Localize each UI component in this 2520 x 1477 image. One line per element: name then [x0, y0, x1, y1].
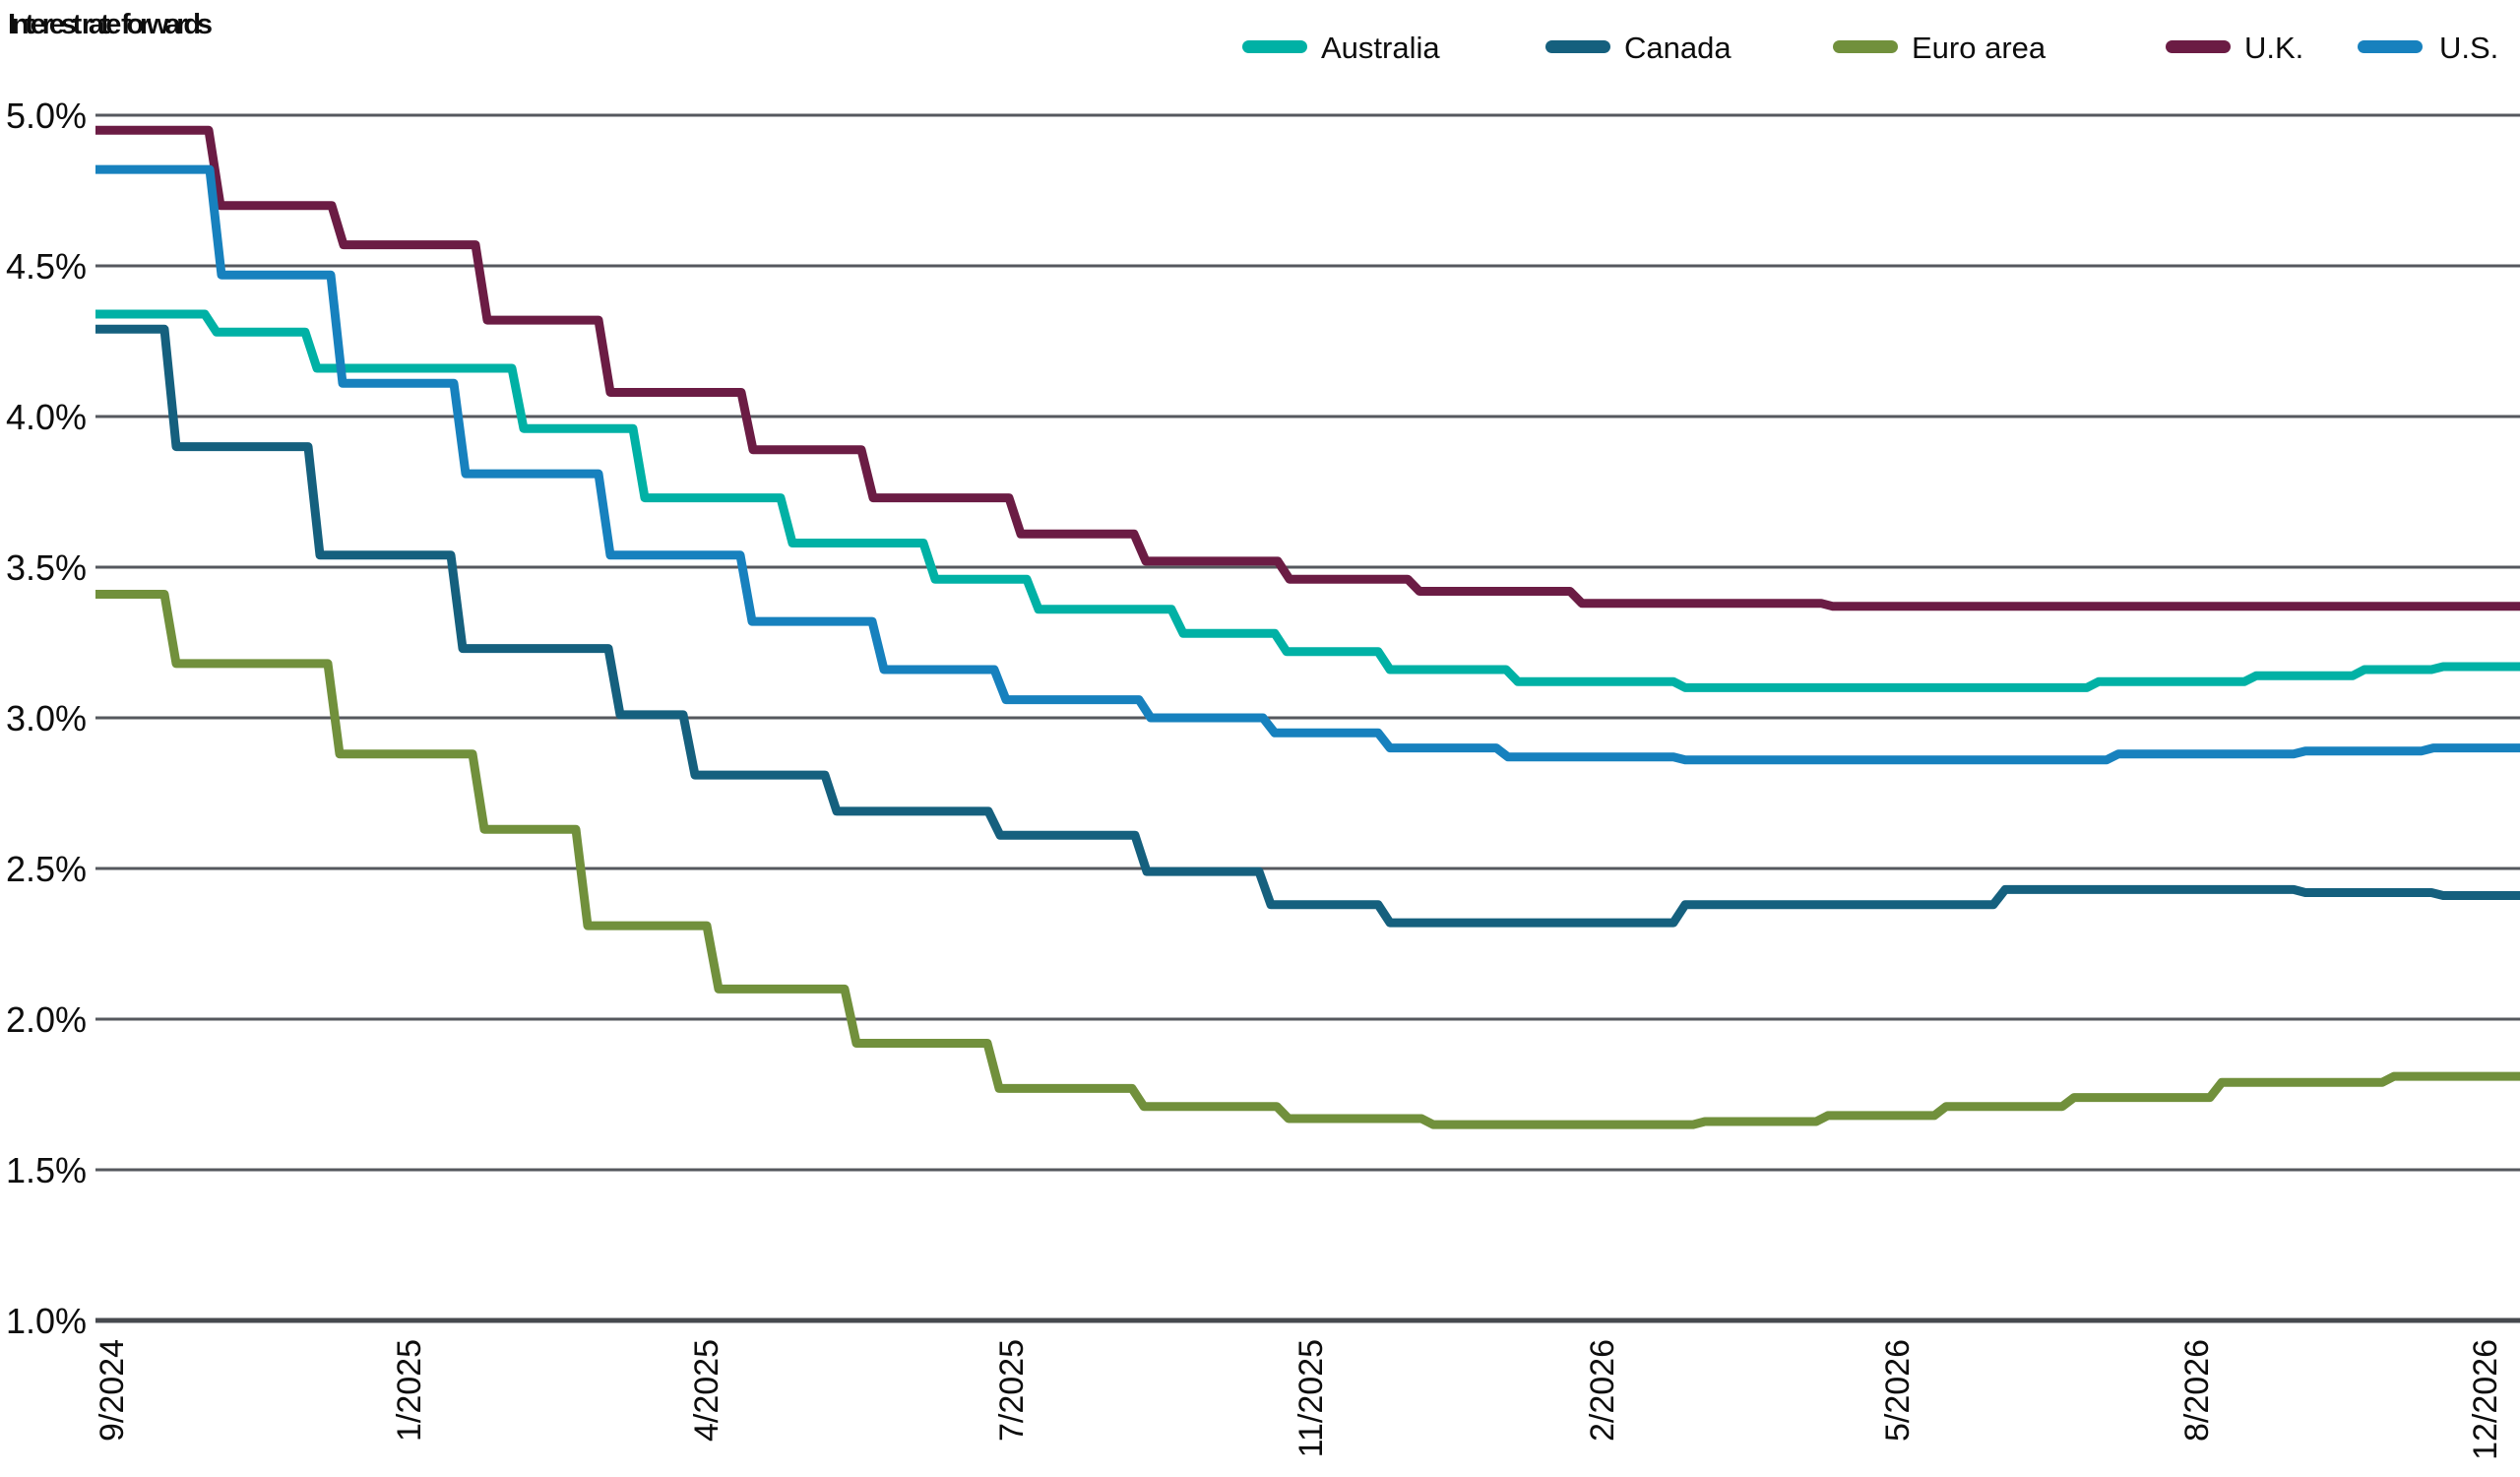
y-tick-label: 1.5% — [6, 1150, 87, 1190]
legend-label: Australia — [1321, 31, 1440, 65]
legend-item-australia: Australia — [1242, 31, 1440, 65]
x-tick-label: 9/2024 — [94, 1339, 131, 1442]
y-tick-label: 4.5% — [6, 246, 87, 287]
legend-item-u-k: U.K. — [2166, 31, 2303, 65]
legend-label: Euro area — [1912, 31, 2047, 65]
series-line-australia — [95, 309, 2520, 692]
legend-item-euro-area: Euro area — [1833, 31, 2047, 65]
x-tick-label: 5/2026 — [1879, 1339, 1917, 1442]
legend-swatch — [1545, 40, 1610, 53]
legend-swatch — [1242, 40, 1307, 53]
legend-label: U.K. — [2244, 31, 2303, 65]
legend-item-canada: Canada — [1545, 31, 1732, 65]
x-axis-labels: 9/2024 1/2025 4/2025 7/2025 11/2025 2/2026 5/2… — [94, 1339, 2504, 1460]
x-tick-label: 8/2026 — [2178, 1339, 2216, 1442]
legend-label: Canada — [1624, 31, 1732, 65]
x-tick-label: 12/2026 — [2467, 1339, 2504, 1460]
series-line-euro-area — [95, 590, 2520, 1129]
legend-swatch — [2166, 40, 2231, 53]
y-tick-label: 5.0% — [6, 96, 87, 136]
x-tick-label: 11/2025 — [1292, 1339, 1330, 1457]
x-tick-label: 2/2026 — [1584, 1339, 1621, 1442]
y-tick-label: 2.0% — [6, 999, 87, 1040]
legend-swatch — [2358, 40, 2423, 53]
y-tick-label: 3.5% — [6, 547, 87, 588]
series-line-canada — [95, 324, 2520, 928]
series-line-u-s — [95, 164, 2520, 765]
legend-label: U.S. — [2439, 31, 2498, 65]
x-tick-label: 7/2025 — [993, 1339, 1031, 1442]
legend: Australia Canada Euro area U.K. U.S. — [1242, 31, 2498, 65]
series-line-u-k — [95, 125, 2520, 611]
y-tick-label: 4.0% — [6, 397, 87, 437]
legend-swatch — [1833, 40, 1898, 53]
x-tick-label: 1/2025 — [391, 1339, 428, 1442]
legend-item-u-s: U.S. — [2358, 31, 2498, 65]
y-axis-labels: 5.0% 4.5% 4.0% 3.5% 3.0% 2.5% 2.0% 1.5% 1.0% — [6, 96, 87, 1341]
x-tick-label: 4/2025 — [688, 1339, 725, 1442]
gridlines — [95, 113, 2520, 1323]
chart-title: Interest rate forwards — [8, 9, 213, 40]
y-tick-label: 1.0% — [6, 1301, 87, 1341]
y-tick-label: 3.0% — [6, 698, 87, 738]
series-lines — [95, 125, 2520, 1129]
y-tick-label: 2.5% — [6, 849, 87, 889]
